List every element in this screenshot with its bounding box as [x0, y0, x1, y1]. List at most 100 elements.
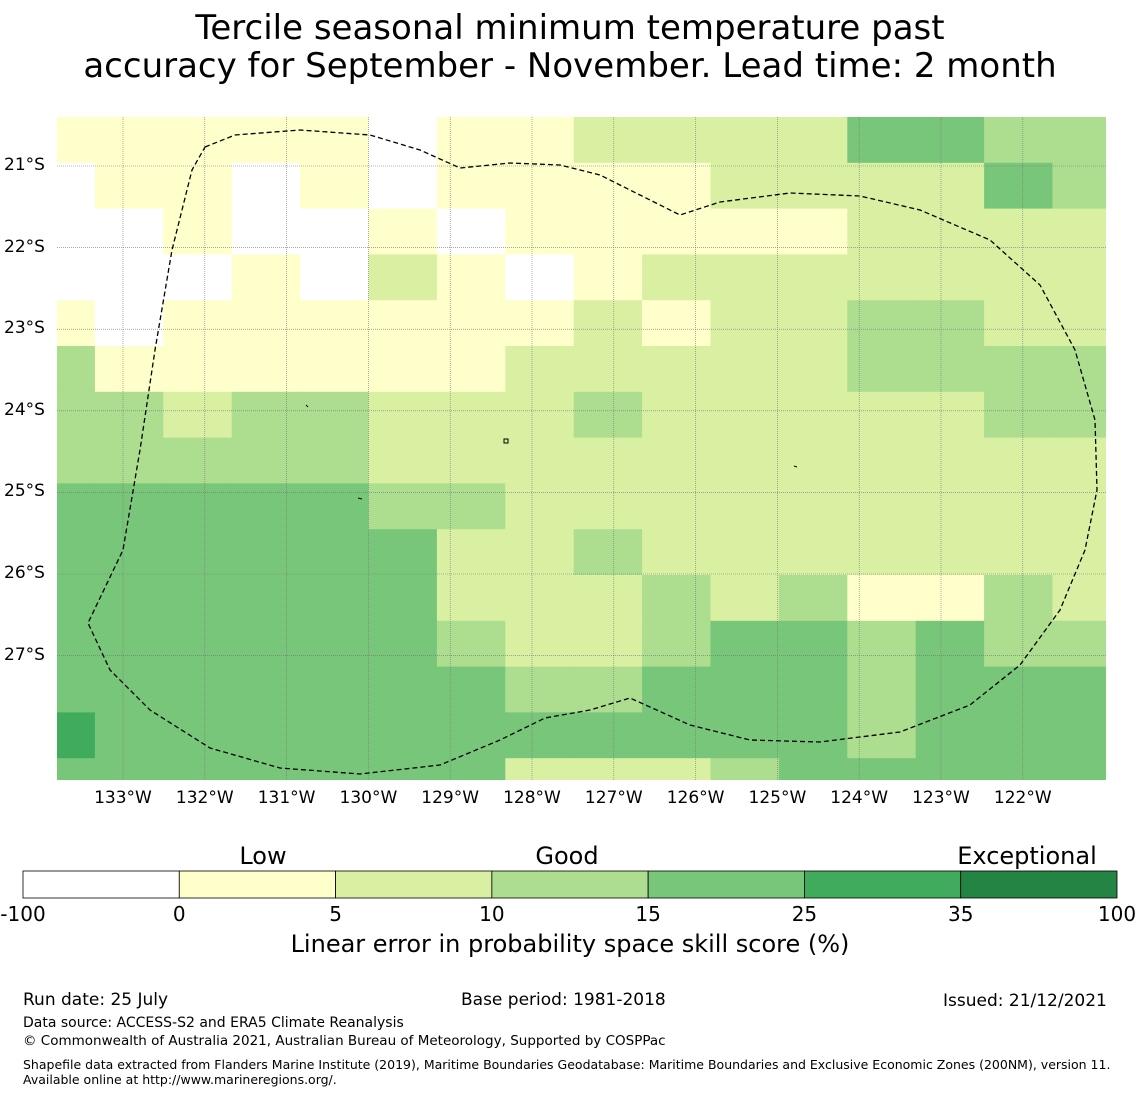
heatmap-cell	[505, 254, 575, 301]
heatmap-cell	[300, 300, 370, 347]
chart-title-line1: Tercile seasonal minimum temperature pas…	[195, 8, 945, 48]
heatmap-cell	[847, 162, 917, 210]
heatmap-cell	[231, 208, 301, 255]
heatmap-cell	[710, 483, 780, 530]
heatmap-cell	[94, 162, 164, 210]
heatmap-cell	[847, 712, 917, 759]
heatmap-cell	[94, 254, 164, 301]
data-source: Data source: ACCESS-S2 and ERA5 Climate …	[23, 1015, 404, 1031]
heatmap-cell	[710, 346, 780, 393]
heatmap-cell	[984, 208, 1054, 255]
heatmap-cell	[94, 666, 164, 713]
heatmap-cell	[505, 391, 575, 439]
longitude-tick-label: 123°W	[912, 788, 970, 808]
heatmap-cell	[436, 620, 506, 668]
heatmap-cell	[231, 483, 301, 530]
heatmap-cell	[163, 254, 233, 301]
heatmap-cell	[300, 162, 370, 210]
heatmap-cell	[710, 254, 780, 301]
heatmap-cell	[1052, 117, 1106, 164]
heatmap-cell	[1052, 758, 1106, 780]
heatmap-cell	[94, 208, 164, 255]
heatmap-cell	[163, 391, 233, 439]
heatmap-cell	[1121, 346, 1140, 392]
heatmap-cell	[505, 712, 575, 759]
heatmap-cell	[573, 162, 643, 210]
heatmap-cell	[505, 758, 575, 780]
colorbar-tick-label: 100	[1097, 902, 1137, 926]
heatmap-cell	[94, 117, 164, 164]
heatmap-cell	[915, 254, 985, 301]
heatmap-cell	[163, 162, 233, 210]
heatmap-cell	[94, 483, 164, 530]
heatmap-cell	[231, 254, 301, 301]
heatmap-cell	[436, 437, 506, 484]
heatmap-cell	[505, 437, 575, 484]
longitude-tick-label: 129°W	[421, 788, 480, 808]
heatmap-cell	[1121, 621, 1140, 667]
heatmap-cell	[710, 575, 780, 622]
heatmap-cell	[573, 620, 643, 668]
heatmap-cell	[231, 300, 301, 347]
latitude-tick-label: 26°S	[4, 563, 45, 583]
longitude-tick-label: 132°W	[175, 788, 234, 808]
heatmap-cell	[505, 666, 575, 713]
issued-date: Issued: 21/12/2021	[943, 991, 1107, 1011]
heatmap-cell	[573, 666, 643, 713]
heatmap-cell	[300, 529, 370, 576]
heatmap-cell	[368, 346, 438, 393]
heatmap-cell	[984, 391, 1054, 439]
heatmap-cell	[57, 117, 96, 164]
heatmap-cell	[368, 529, 438, 576]
heatmap-cell	[231, 712, 301, 759]
colorbar-tick-label: 25	[791, 902, 818, 926]
heatmap-cell	[915, 529, 985, 576]
heatmap-cell	[300, 483, 370, 530]
heatmap-cell	[436, 208, 506, 255]
island-marker	[503, 438, 509, 444]
heatmap-cell	[573, 483, 643, 530]
heatmap-cell	[778, 575, 848, 622]
heatmap-cell	[57, 575, 96, 622]
heatmap-cell	[231, 758, 301, 780]
colorbar-category-label: Exceptional	[957, 842, 1097, 870]
heatmap-cell	[573, 712, 643, 759]
heatmap-cell	[505, 208, 575, 255]
heatmap-cell	[642, 575, 712, 622]
latitude-tick-label: 21°S	[4, 155, 45, 175]
heatmap-cell	[1052, 162, 1106, 210]
heatmap-cell	[642, 483, 712, 530]
heatmap-cell	[710, 437, 780, 484]
heatmap-cell	[1121, 117, 1140, 163]
heatmap-cell	[642, 620, 712, 668]
heatmap-cell	[1121, 483, 1140, 529]
heatmap-cell	[163, 208, 233, 255]
heatmap-cell	[1121, 209, 1140, 255]
heatmap-cell	[368, 620, 438, 668]
heatmap-cell	[1052, 437, 1106, 484]
heatmap-cell	[368, 712, 438, 759]
heatmap-cell	[915, 620, 985, 668]
heatmap-cell	[984, 300, 1054, 347]
heatmap-cell	[505, 620, 575, 668]
heatmap-cell	[436, 117, 506, 164]
heatmap-cell	[573, 758, 643, 780]
base-period: Base period: 1981-2018	[461, 990, 666, 1010]
heatmap-cell	[505, 483, 575, 530]
heatmap-cell	[300, 666, 370, 713]
heatmap-cell	[436, 712, 506, 759]
heatmap-cell	[915, 712, 985, 759]
heatmap-cell	[984, 346, 1054, 393]
chart-title-line2: accuracy for September - November. Lead …	[83, 46, 1057, 86]
longitude-tick-label: 126°W	[666, 788, 725, 808]
heatmap-cell	[573, 346, 643, 393]
heatmap-cell	[57, 620, 96, 668]
heatmap-cell	[847, 300, 917, 347]
heatmap-cell	[231, 346, 301, 393]
heatmap-cell	[984, 712, 1054, 759]
heatmap-cell	[984, 437, 1054, 484]
heatmap-cell	[778, 712, 848, 759]
heatmap-cell	[94, 712, 164, 759]
colorbar-segment	[647, 870, 805, 899]
heatmap-cell	[778, 346, 848, 393]
